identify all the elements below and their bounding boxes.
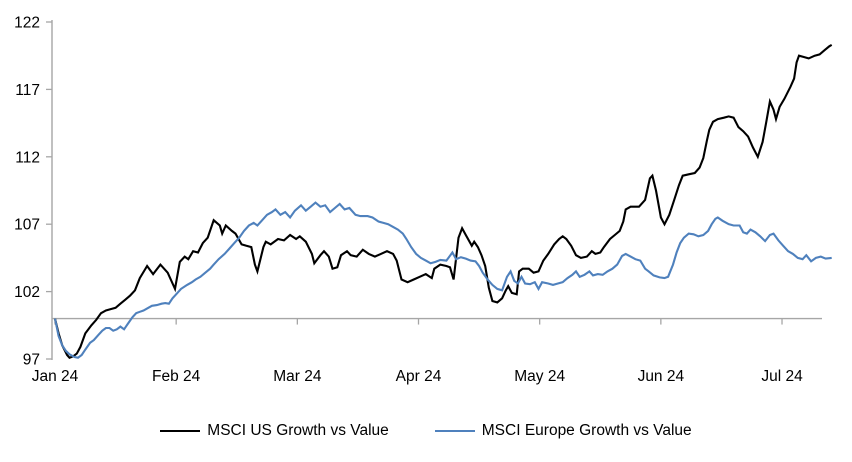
y-tick-label: 97 <box>23 352 40 369</box>
legend-item-msci-europe: MSCI Europe Growth vs Value <box>434 422 692 439</box>
legend: MSCI US Growth vs Value MSCI Europe Grow… <box>0 423 852 439</box>
europe-series-label: MSCI Europe Growth vs Value <box>481 422 692 439</box>
x-tick-label: Jul 24 <box>761 368 803 385</box>
legend-item-msci-us: MSCI US Growth vs Value <box>160 422 389 439</box>
x-tick-label: Apr 24 <box>396 368 442 385</box>
y-tick-label: 122 <box>14 15 40 32</box>
europe-series-line-swatch <box>434 430 475 432</box>
x-tick-label: Feb 24 <box>152 368 201 385</box>
series-line-msci-us <box>53 43 833 359</box>
y-tick-label: 102 <box>14 284 40 301</box>
x-tick-label: May 24 <box>514 368 565 385</box>
us-series-label: MSCI US Growth vs Value <box>207 422 389 439</box>
y-tick-label: 107 <box>14 217 40 234</box>
y-tick-label: 117 <box>15 82 40 99</box>
x-tick-label: Jun 24 <box>638 368 685 385</box>
x-tick-label: Mar 24 <box>273 368 322 385</box>
y-tick-label: 112 <box>15 149 40 166</box>
x-tick-label: Jan 24 <box>32 368 79 385</box>
us-series-line-swatch <box>160 430 201 432</box>
series-line-msci-europe <box>53 201 832 359</box>
